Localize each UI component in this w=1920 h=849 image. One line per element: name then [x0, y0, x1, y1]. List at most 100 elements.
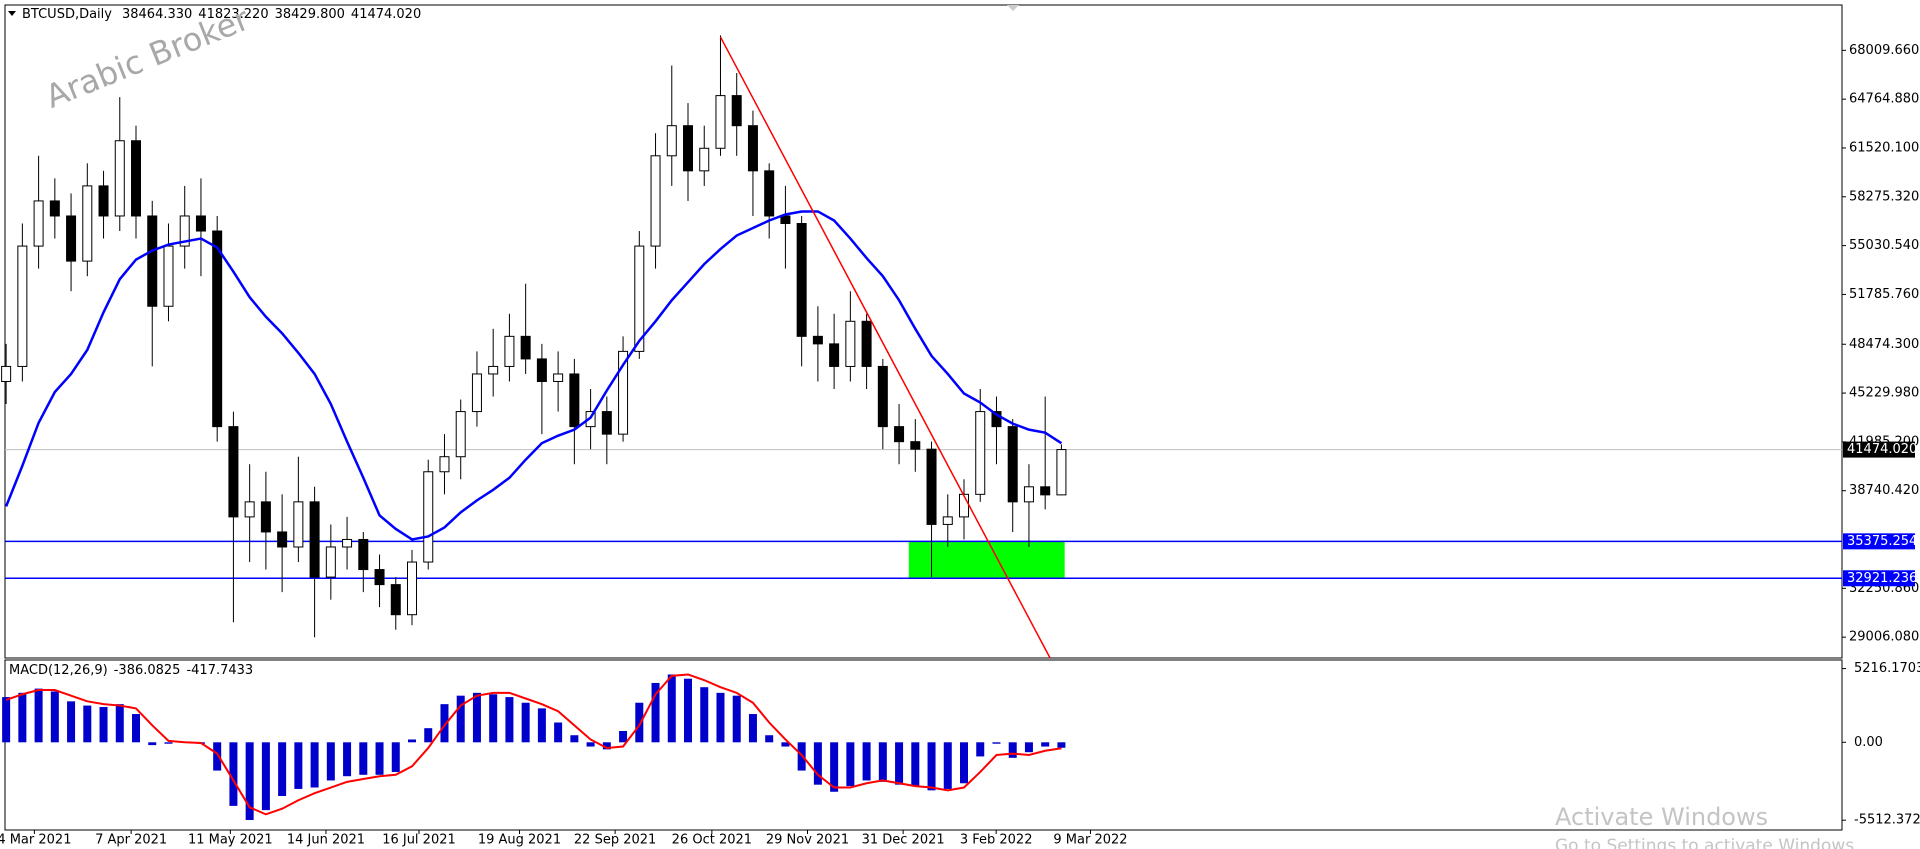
macd-bar: [310, 742, 319, 788]
candle-body: [618, 350, 629, 435]
candle-body: [33, 200, 44, 247]
macd-bar: [554, 722, 563, 743]
activate-windows-hint: Go to Settings to activate Windows.: [1555, 836, 1860, 849]
x-tick-label: 29 Nov 2021: [766, 833, 849, 848]
candle-body: [861, 320, 872, 367]
macd-signal: [5, 673, 1062, 816]
menu-arrow[interactable]: [8, 11, 16, 16]
candle-body: [309, 501, 320, 578]
candle-body: [1056, 449, 1067, 496]
macd-bar: [943, 742, 952, 789]
macd-bar: [586, 742, 595, 747]
macd-bar: [245, 742, 254, 821]
candle-body: [342, 538, 353, 548]
level-label-bg: [1843, 533, 1915, 550]
macd-bar: [472, 692, 481, 743]
macd-bar: [359, 742, 368, 775]
candle-body: [49, 200, 60, 217]
price-label: 41474.020: [1847, 442, 1917, 457]
y-tick-label: 29006.080: [1849, 630, 1919, 645]
macd-y-tick-label: 5216.1703: [1854, 661, 1920, 676]
price-label-bg: [1843, 441, 1915, 458]
macd-y-tick-label: 0.00: [1854, 735, 1883, 750]
macd-panel: [4, 659, 1843, 831]
level-label: 35375.254: [1847, 534, 1917, 549]
candle-body: [666, 125, 677, 157]
candle-body: [845, 320, 856, 367]
candle-body: [407, 561, 418, 616]
candle-body: [959, 493, 970, 518]
macd-bar: [667, 674, 676, 743]
x-tick-label: 31 Dec 2021: [862, 833, 945, 848]
macd-bar: [294, 742, 303, 789]
high-label: 41823.220: [198, 7, 268, 22]
macd-bar: [343, 742, 352, 777]
candle-body: [82, 185, 93, 262]
y-tick-label: 58275.320: [1849, 189, 1919, 204]
macd-bar: [1041, 742, 1050, 747]
macd-bar: [781, 742, 790, 747]
candle-body: [553, 373, 564, 382]
macd-bar: [34, 688, 43, 743]
x-tick-label: 3 Feb 2022: [960, 833, 1033, 848]
candle-body: [17, 245, 28, 367]
y-tick-label: 51785.760: [1849, 287, 1919, 302]
candle-body: [114, 140, 125, 217]
candle-body: [163, 245, 174, 307]
candle-body: [244, 501, 255, 518]
candle-body: [731, 95, 742, 127]
candle-body: [601, 411, 612, 435]
macd-bar: [489, 694, 498, 743]
macd-bar: [537, 708, 546, 743]
candle-body: [195, 215, 206, 232]
candle-body: [390, 584, 401, 616]
candle-body: [829, 343, 840, 367]
candle-body: [894, 426, 905, 443]
macd-bar: [83, 705, 92, 743]
macd-bar: [115, 704, 124, 743]
macd-bar: [456, 695, 465, 743]
trendline: [719, 36, 1051, 659]
candle-body: [260, 501, 271, 533]
macd-label: MACD(12,26,9): [9, 663, 108, 678]
low-label: 38429.800: [275, 7, 345, 22]
macd-bar: [67, 701, 76, 743]
candle-body: [910, 441, 921, 450]
macd-bar: [992, 742, 1001, 744]
candle-body: [634, 245, 645, 352]
x-tick-label: 26 Oct 2021: [672, 833, 752, 848]
macd-bar: [830, 742, 839, 792]
macd-bar: [895, 742, 904, 785]
x-tick-label: 4 Mar 2021: [0, 833, 71, 848]
macd-bar: [651, 682, 660, 743]
level-label-bg: [1843, 570, 1915, 587]
x-tick-label: 19 Aug 2021: [478, 833, 561, 848]
macd-bar: [619, 730, 628, 743]
candle-body: [812, 335, 823, 345]
macd-bar: [408, 739, 417, 743]
macd-bar: [684, 678, 693, 743]
candle-body: [1040, 486, 1051, 496]
candle-body: [1, 365, 12, 382]
candle-body: [147, 215, 158, 307]
macd-bar: [505, 697, 514, 743]
candle-body: [358, 538, 369, 571]
macd-bar: [1024, 742, 1033, 753]
candle-body: [975, 411, 986, 495]
candle-body: [926, 448, 937, 525]
candle-body: [277, 531, 288, 548]
macd-bar: [164, 742, 173, 744]
x-tick-label: 11 May 2021: [188, 833, 273, 848]
macd-bar: [132, 714, 141, 743]
macd-bar: [375, 742, 384, 775]
candle-body: [747, 125, 758, 172]
x-tick-label: 14 Jun 2021: [287, 833, 365, 848]
candle-body: [504, 335, 515, 367]
macd-bar: [50, 691, 59, 743]
support-zone: [908, 541, 1065, 579]
macd-bar: [1008, 742, 1017, 758]
x-tick-label: 9 Mar 2022: [1053, 833, 1127, 848]
y-tick-label: 48474.300: [1849, 337, 1919, 352]
macd-bar: [213, 742, 222, 771]
